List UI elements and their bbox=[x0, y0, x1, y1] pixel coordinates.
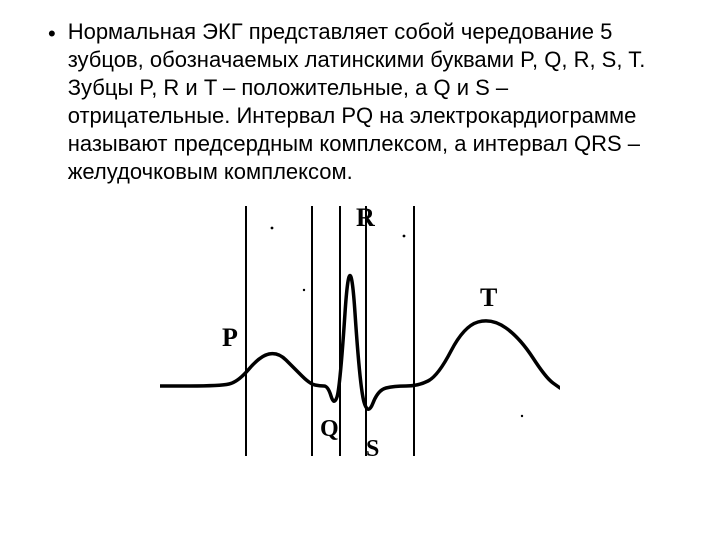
body-paragraph: Нормальная ЭКГ представляет собой чередо… bbox=[68, 18, 672, 186]
ecg-label-t: T bbox=[480, 283, 497, 312]
speck-1 bbox=[303, 289, 305, 291]
speck-3 bbox=[521, 415, 523, 417]
bullet-glyph: • bbox=[48, 18, 68, 48]
ecg-diagram: P R T Q S bbox=[160, 198, 560, 468]
speck-2 bbox=[403, 235, 406, 238]
ecg-label-p: P bbox=[222, 323, 238, 352]
ecg-label-q: Q bbox=[320, 416, 339, 442]
bullet-row: • Нормальная ЭКГ представляет собой чере… bbox=[48, 18, 672, 186]
speck-0 bbox=[271, 227, 274, 230]
ecg-label-r: R bbox=[356, 203, 375, 232]
ecg-diagram-container: P R T Q S bbox=[48, 198, 672, 468]
ecg-label-s: S bbox=[366, 436, 379, 462]
slide: • Нормальная ЭКГ представляет собой чере… bbox=[0, 0, 720, 540]
